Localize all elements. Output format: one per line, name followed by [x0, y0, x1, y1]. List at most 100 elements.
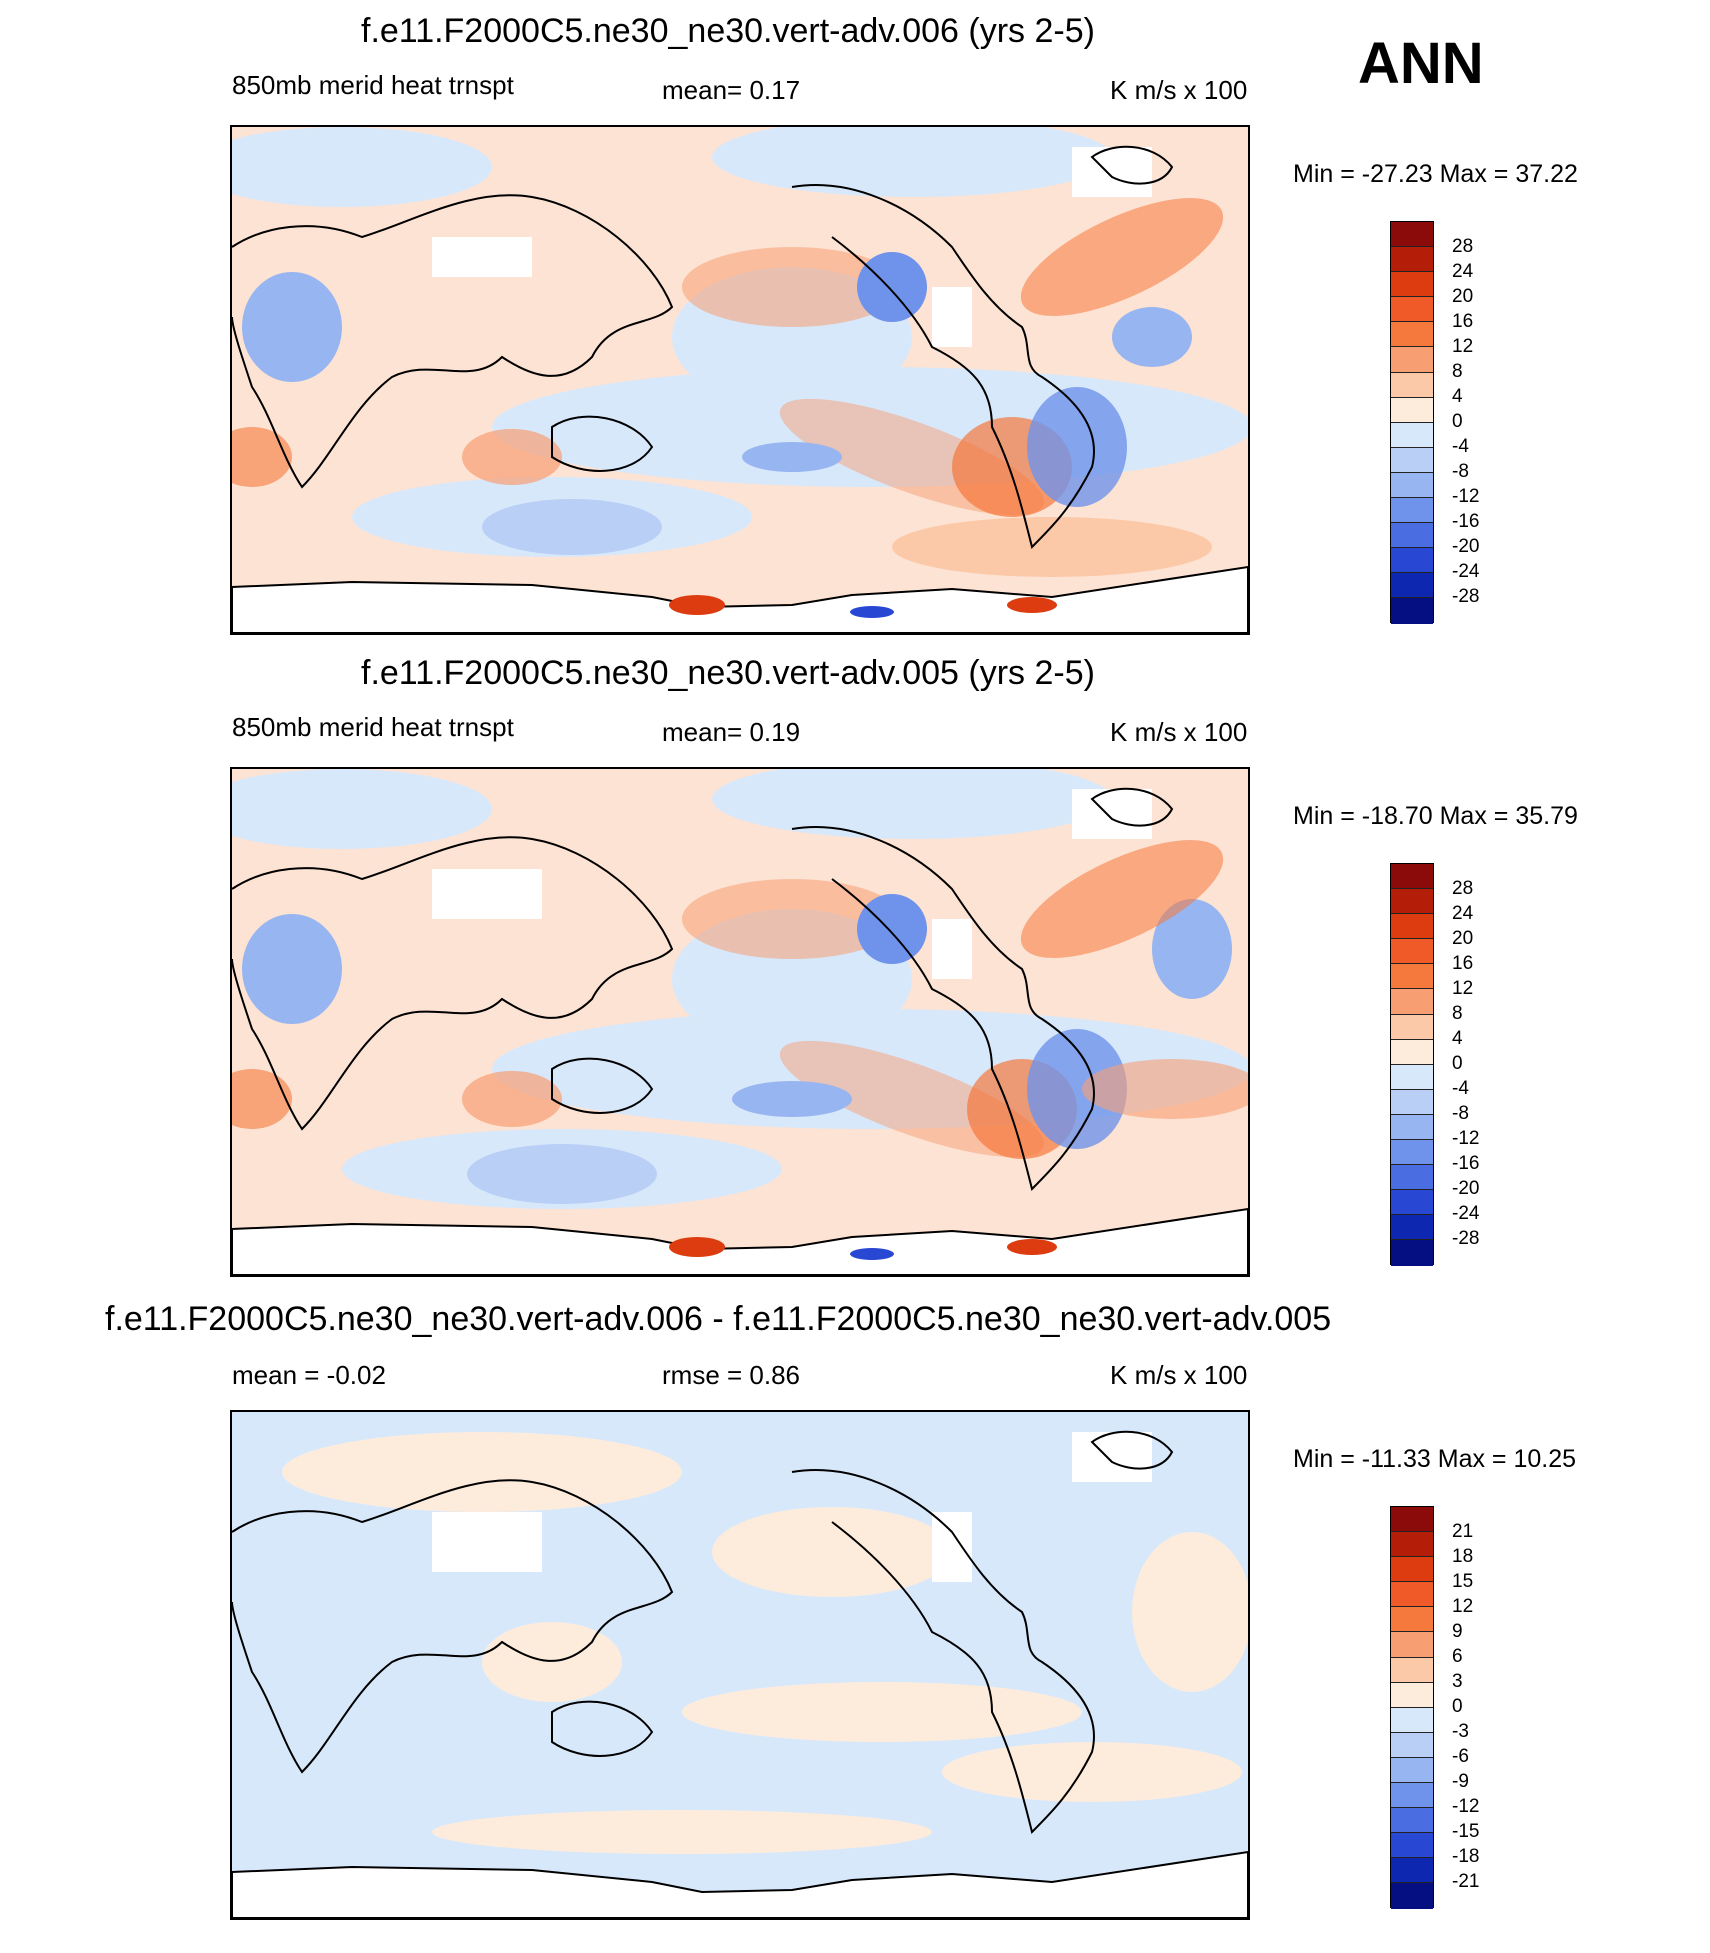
coastline-eurasia-africa	[232, 1479, 674, 1774]
panel-2-mean-label: mean= 0.19	[662, 717, 801, 747]
colorbar-tick-label: -28	[1452, 586, 1480, 607]
colorbar-tick-label: 0	[1452, 1696, 1463, 1717]
panel-3-title: f.e11.F2000C5.ne30_ne30.vert-adv.006 - f…	[105, 1300, 1332, 1338]
coastline-australia	[551, 415, 654, 472]
colorbar-tick-label: -15	[1452, 1821, 1480, 1842]
missing-data-region	[432, 869, 542, 919]
field-region	[462, 429, 562, 485]
panel-2-field	[232, 769, 1248, 1275]
colorbar-tick-label: 18	[1452, 1546, 1474, 1567]
panel-3-field	[232, 1412, 1248, 1918]
colorbar-swatch	[1391, 222, 1433, 248]
colorbar-swatch	[1391, 1240, 1433, 1266]
panel-1-variable-label: 850mb merid heat trnspt	[232, 70, 514, 100]
colorbar-swatch	[1391, 1190, 1433, 1216]
panel-3-colorbar	[1390, 1506, 1434, 1909]
field-region	[1132, 1532, 1248, 1692]
missing-data-region	[1072, 1432, 1152, 1482]
colorbar-swatch	[1391, 247, 1433, 273]
colorbar-tick-label: -20	[1452, 1178, 1480, 1199]
missing-data-region	[1072, 789, 1152, 839]
field-region	[432, 1810, 932, 1854]
colorbar-tick-label: -9	[1452, 1771, 1469, 1792]
field-region	[1020, 840, 1224, 958]
colorbar-tick-label: 15	[1452, 1571, 1474, 1592]
colorbar-swatch	[1391, 372, 1433, 398]
field-region	[242, 272, 342, 382]
field-region	[1112, 307, 1192, 367]
colorbar-swatch	[1391, 1557, 1433, 1583]
missing-data-region	[432, 1512, 542, 1572]
coastline-australia	[551, 1057, 654, 1114]
colorbar-tick-label: -8	[1452, 1103, 1469, 1124]
colorbar-swatch	[1391, 1632, 1433, 1658]
field-region	[232, 127, 492, 207]
colorbar-swatch	[1391, 1582, 1433, 1608]
missing-data-region	[432, 237, 532, 277]
field-region	[857, 894, 927, 964]
colorbar-swatch	[1391, 598, 1433, 624]
colorbar-swatch	[1391, 272, 1433, 298]
field-region	[712, 127, 1112, 197]
field-region	[467, 1144, 657, 1204]
coastline-americas	[791, 826, 1095, 1191]
coastline-greenland	[1090, 787, 1174, 827]
field-region	[482, 1622, 622, 1702]
colorbar-swatch	[1391, 447, 1433, 473]
missing-data-region	[932, 1512, 972, 1582]
field-region	[482, 499, 662, 555]
colorbar-tick-label: -18	[1452, 1846, 1480, 1867]
coastline-americas	[791, 1469, 1095, 1834]
colorbar-tick-label: 28	[1452, 236, 1474, 257]
colorbar-swatch	[1391, 864, 1433, 890]
field-region	[669, 1237, 725, 1257]
colorbar-tick-label: -20	[1452, 536, 1480, 557]
colorbar-swatch	[1391, 1732, 1433, 1758]
colorbar-swatch	[1391, 1014, 1433, 1040]
colorbar-swatch	[1391, 889, 1433, 915]
colorbar-tick-label: 4	[1452, 386, 1463, 407]
colorbar-swatch	[1391, 1858, 1433, 1884]
field-region	[669, 595, 725, 615]
coastline-eurasia-africa	[232, 194, 674, 489]
colorbar-swatch	[1391, 964, 1433, 990]
panel-1-units-label: K m/s x 100	[1110, 75, 1248, 105]
colorbar-tick-label: -6	[1452, 1746, 1469, 1767]
field-region	[850, 606, 894, 618]
colorbar-tick-label: 9	[1452, 1621, 1463, 1642]
colorbar-tick-label: 16	[1452, 311, 1474, 332]
panel-3-map	[230, 1410, 1250, 1920]
field-region	[232, 769, 492, 849]
colorbar-tick-label: 3	[1452, 1671, 1463, 1692]
panel-1-minmax: Min = -27.23 Max = 37.22	[1293, 160, 1578, 188]
colorbar-tick-label: 24	[1452, 903, 1474, 924]
colorbar-tick-label: -24	[1452, 1203, 1480, 1224]
colorbar-tick-label: 8	[1452, 1003, 1463, 1024]
colorbar-swatch	[1391, 1532, 1433, 1558]
colorbar-swatch	[1391, 1707, 1433, 1733]
colorbar-tick-label: -16	[1452, 511, 1480, 532]
colorbar-swatch	[1391, 422, 1433, 448]
coastline-eurasia-africa	[232, 836, 674, 1131]
colorbar-swatch	[1391, 1064, 1433, 1090]
antarctica-landmask	[232, 565, 1248, 633]
colorbar-swatch	[1391, 1783, 1433, 1809]
panel-1-mean-label: mean= 0.17	[662, 75, 801, 105]
colorbar-swatch	[1391, 1757, 1433, 1784]
colorbar-tick-label: -4	[1452, 1078, 1469, 1099]
colorbar-swatch	[1391, 1215, 1433, 1241]
panel-2-map	[230, 767, 1250, 1277]
antarctica-landmask	[232, 1850, 1248, 1918]
field-region	[232, 1069, 292, 1129]
colorbar-swatch	[1391, 1657, 1433, 1683]
colorbar-swatch	[1391, 472, 1433, 499]
colorbar-tick-label: -4	[1452, 436, 1469, 457]
colorbar-swatch	[1391, 939, 1433, 965]
colorbar-swatch	[1391, 573, 1433, 599]
field-region	[1027, 387, 1127, 507]
missing-data-region	[1072, 147, 1152, 197]
colorbar-tick-label: 8	[1452, 361, 1463, 382]
field-region	[282, 1432, 682, 1512]
coastline-americas	[791, 184, 1095, 549]
colorbar-swatch	[1391, 322, 1433, 348]
